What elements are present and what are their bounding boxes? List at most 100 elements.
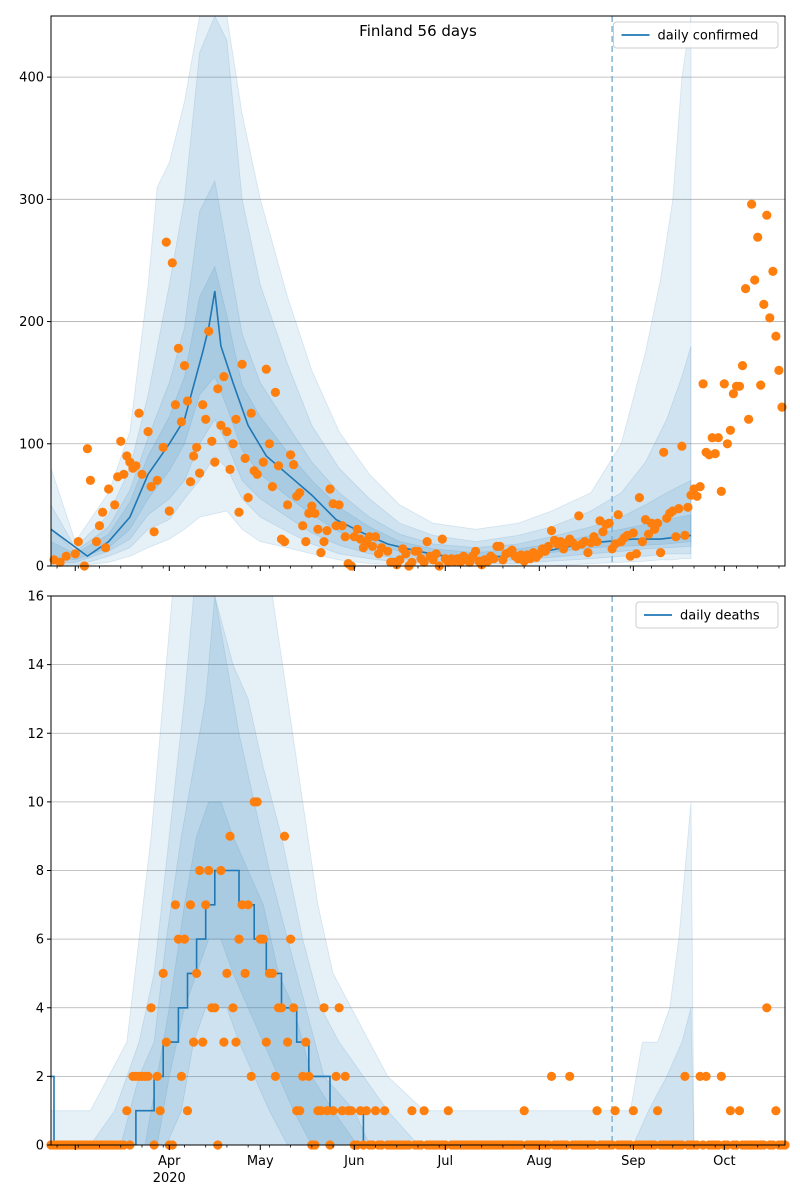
data-point: [231, 414, 241, 424]
data-point: [598, 527, 608, 537]
y-tick-label: 200: [19, 315, 44, 330]
data-point: [234, 507, 244, 517]
data-point: [252, 797, 262, 807]
data-point: [231, 1037, 241, 1047]
data-point: [301, 1037, 311, 1047]
data-point: [176, 1071, 186, 1081]
data-point: [352, 524, 362, 534]
data-point: [234, 934, 244, 944]
data-point: [489, 554, 499, 564]
data-point: [243, 900, 253, 910]
data-point: [261, 1037, 271, 1047]
data-point: [401, 549, 411, 559]
data-point: [734, 1106, 745, 1116]
data-point: [170, 400, 180, 410]
data-point: [383, 546, 393, 556]
data-point: [759, 299, 769, 309]
data-point: [744, 414, 754, 424]
data-point: [134, 408, 144, 418]
data-point: [313, 524, 323, 534]
data-point: [276, 1003, 287, 1013]
data-point: [267, 968, 277, 979]
data-point: [750, 275, 760, 285]
data-point: [692, 491, 702, 501]
data-point: [741, 284, 751, 294]
data-point: [182, 1106, 193, 1116]
data-point: [301, 537, 311, 547]
data-point: [219, 1037, 229, 1047]
x-tick-label: Oct: [713, 1154, 735, 1169]
data-point: [222, 427, 232, 437]
data-point: [82, 444, 92, 454]
series-line: [51, 869, 365, 1145]
data-point: [149, 527, 159, 537]
deaths-panel: 0 2 4 6 8 10 12 14 16 Apr May Jun Jul Aug Sep Oct 2020 da…: [27, 590, 790, 1186]
data-point: [698, 379, 708, 389]
data-point: [155, 1106, 165, 1116]
legend-label: daily deaths: [680, 609, 760, 624]
data-point: [419, 557, 429, 567]
data-point: [443, 1106, 453, 1116]
plot-area: [51, 16, 692, 566]
data-point: [73, 537, 83, 547]
data-point: [289, 460, 299, 470]
data-point: [419, 1106, 429, 1116]
data-point: [337, 521, 347, 531]
data-point: [158, 968, 168, 979]
data-point: [225, 464, 235, 474]
data-point: [201, 414, 211, 424]
data-point: [546, 526, 557, 536]
data-point: [152, 475, 162, 485]
data-point: [182, 396, 193, 406]
y-tick-label: 0: [36, 1139, 44, 1154]
data-point: [204, 865, 214, 876]
data-point: [765, 313, 775, 323]
uncertainty-band: [51, 179, 692, 565]
data-point: [258, 457, 268, 467]
data-point: [737, 361, 748, 371]
data-point: [728, 389, 739, 399]
x-tick-label: Jul: [436, 1154, 453, 1169]
data-point: [152, 1071, 162, 1081]
y-tick-label: 6: [36, 933, 44, 948]
data-point: [677, 441, 687, 451]
confirmed-panel: 0 100 200 300 400 Finland 56 days daily confir…: [19, 15, 787, 575]
data-point: [659, 447, 669, 457]
data-point: [298, 521, 308, 531]
y-tick-label: 12: [27, 727, 44, 742]
data-point: [653, 1106, 663, 1116]
data-point: [295, 1106, 305, 1116]
y-tick-label: 16: [27, 590, 44, 605]
data-point: [104, 484, 114, 494]
data-point: [261, 364, 271, 374]
data-point: [252, 469, 262, 479]
data-point: [753, 232, 763, 242]
data-point: [380, 1106, 390, 1116]
data-point: [725, 425, 736, 435]
data-point: [613, 510, 623, 520]
data-point: [198, 400, 208, 410]
data-point: [310, 508, 320, 518]
data-point: [762, 210, 772, 220]
data-point: [158, 442, 168, 452]
data-point: [195, 468, 205, 478]
uncertainty-band: [51, 265, 692, 561]
data-point: [283, 1037, 293, 1047]
data-point: [674, 504, 684, 514]
data-point: [319, 537, 329, 547]
data-point: [143, 427, 153, 437]
data-point: [258, 934, 268, 944]
data-point: [328, 1106, 338, 1116]
data-point: [722, 439, 733, 449]
data-point: [189, 1037, 199, 1047]
data-point: [161, 1037, 171, 1047]
data-point: [334, 500, 344, 510]
data-point: [246, 408, 256, 418]
data-point: [70, 549, 80, 559]
data-point: [146, 1003, 156, 1013]
data-point: [173, 343, 183, 353]
data-point: [734, 381, 745, 391]
data-point: [653, 518, 663, 528]
data-point: [216, 865, 226, 876]
